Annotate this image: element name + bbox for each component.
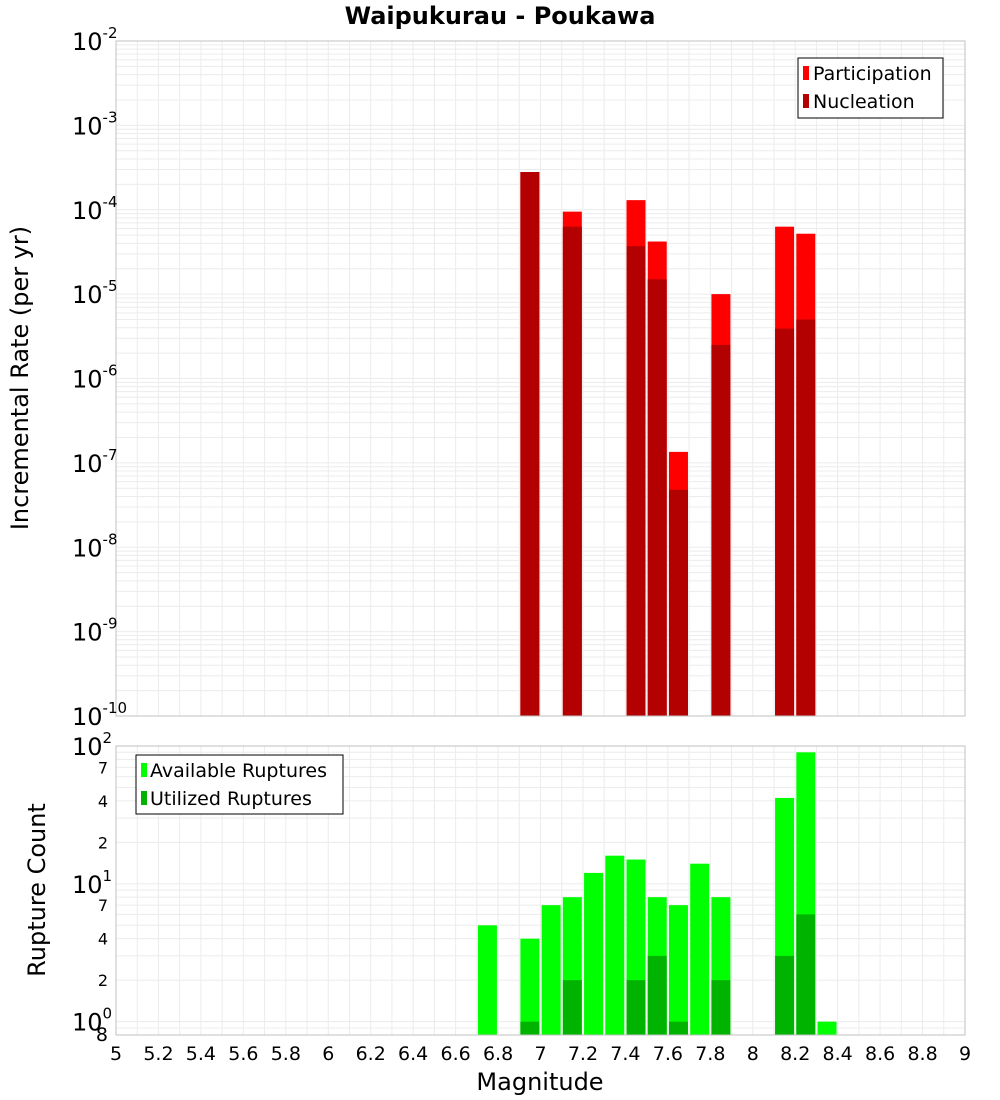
legend-label-available: Available Ruptures [150,760,327,782]
bottom-legend-box [135,754,344,815]
top-nucleation-bar [711,344,731,716]
x-axis-title: Magnitude [476,1068,603,1096]
bottom-y-tick-label: 102 [72,729,112,761]
bottom-y-tick-label: 101 [72,867,112,899]
bottom-available-ruptures-bar [817,1021,837,1035]
x-tick-label: 8.4 [823,1043,853,1065]
bottom-y-minor-tick-label: 8 [96,1024,108,1046]
top-legend-box [797,57,944,119]
chart-title: Waipukurau - Poukawa [345,2,656,30]
bottom-available-ruptures-bar [541,905,561,1035]
top-plot-frame [115,40,966,717]
top-y-tick-label: 10-7 [72,446,118,478]
legend-swatch-utilized [141,791,147,805]
legend-swatch-participation [803,66,809,80]
x-axis-ticks: 5 5.2 5.4 5.6 5.8 6 6.2 6.4 6.6 6.8 7 7.2 7.4 7.6 7.8 8… [110,1043,971,1065]
x-tick-label: 5.6 [228,1043,258,1065]
x-tick-label: 7.2 [568,1043,598,1065]
top-y-tick-label: 10-4 [72,193,118,225]
bottom-utilized-ruptures-bar [711,980,731,1035]
bottom-utilized-ruptures-bar [647,955,667,1035]
bottom-utilized-ruptures-bar [775,955,795,1035]
x-tick-label: 8 [747,1043,759,1065]
bottom-y-axis-ticks: 100 101 102 8 2 4 7 2 4 7 [72,729,112,1046]
x-tick-label: 7.6 [653,1043,683,1065]
legend-swatch-available [141,763,147,777]
bottom-available-ruptures-bar [690,863,710,1035]
bottom-available-ruptures-bar [520,938,540,1035]
x-tick-label: 7.8 [695,1043,725,1065]
top-nucleation-bar [775,328,795,716]
top-y-axis-ticks: 10-10 10-9 10-8 10-7 10-6 10-5 10-4 10-3 10-2 [72,24,127,731]
top-legend: Participation Nucleation [797,57,944,119]
top-nucleation-bar [520,172,540,716]
x-tick-label: 7 [534,1043,546,1065]
bottom-y-minor-tick-label: 4 [98,930,108,949]
legend-label-nucleation: Nucleation [813,91,915,113]
x-tick-label: 5.4 [186,1043,216,1065]
top-y-tick-label: 10-6 [72,362,118,394]
top-y-tick-label: 10-3 [72,108,118,140]
bottom-plot-bars [477,752,837,1035]
x-tick-label: 6.8 [483,1043,513,1065]
top-y-axis-title: Incremental Rate (per yr) [6,226,34,530]
x-tick-label: 6.2 [356,1043,386,1065]
x-tick-label: 5.8 [271,1043,301,1065]
top-nucleation-bar [796,319,816,716]
bottom-available-ruptures-bar [668,905,688,1035]
top-y-tick-label: 10-10 [72,699,127,731]
bottom-utilized-ruptures-bar [668,1021,688,1035]
bottom-utilized-ruptures-bar [796,914,816,1035]
x-tick-label: 7.4 [610,1043,640,1065]
bottom-utilized-ruptures-bar [520,1021,540,1035]
bottom-y-minor-tick-label: 2 [98,833,108,852]
x-tick-label: 9 [959,1043,971,1065]
bottom-utilized-ruptures-bar [626,980,646,1035]
top-y-tick-label: 10-8 [72,530,118,562]
x-tick-label: 6.4 [398,1043,428,1065]
bottom-y-minor-tick-label: 4 [98,792,108,811]
top-nucleation-bar [562,226,582,716]
top-y-tick-label: 10-9 [72,615,118,647]
bottom-y-minor-tick-label: 2 [98,971,108,990]
bottom-available-ruptures-bar [605,855,625,1035]
top-plot-grid [115,41,966,717]
x-tick-label: 6 [322,1043,334,1065]
x-tick-label: 8.6 [865,1043,895,1065]
x-tick-label: 8.8 [907,1043,937,1065]
top-y-tick-label: 10-2 [72,24,118,56]
x-tick-label: 5 [110,1043,122,1065]
top-y-tick-label: 10-5 [72,277,118,309]
bottom-y-minor-tick-label: 7 [98,896,108,915]
bottom-y-axis-title: Rupture Count [23,803,51,977]
legend-swatch-nucleation [803,94,809,108]
x-tick-label: 8.2 [780,1043,810,1065]
legend-label-utilized: Utilized Ruptures [150,788,312,810]
bottom-y-minor-tick-label: 7 [98,758,108,777]
x-tick-label: 6.6 [440,1043,470,1065]
bottom-available-ruptures-bar [584,872,604,1035]
bottom-available-ruptures-bar [477,925,497,1035]
top-nucleation-bar [626,246,646,716]
bottom-plot-frame [115,745,966,1036]
legend-label-participation: Participation [813,63,932,85]
top-nucleation-bar [647,279,667,716]
top-plot-bars [520,172,816,717]
top-nucleation-bar [668,489,688,716]
bottom-utilized-ruptures-bar [562,980,582,1035]
x-tick-label: 5.2 [143,1043,173,1065]
bottom-legend: Available Ruptures Utilized Ruptures [135,754,344,815]
bottom-y-tick-label: 100 [72,1005,112,1037]
